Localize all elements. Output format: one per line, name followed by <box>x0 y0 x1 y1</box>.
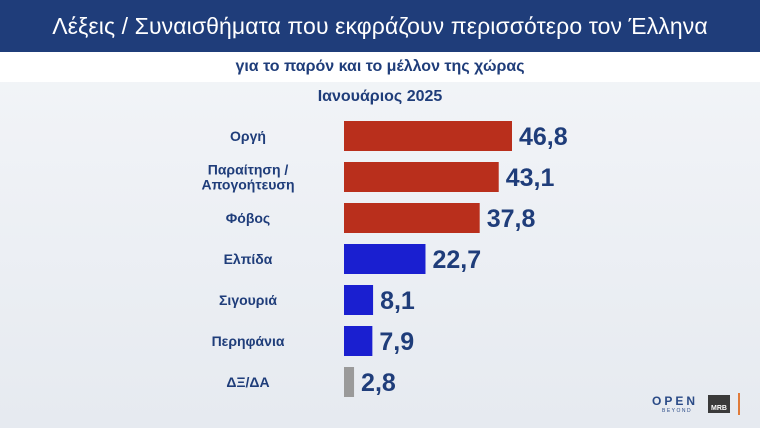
logo-divider <box>738 393 740 415</box>
bar-5 <box>344 326 373 356</box>
bar-6 <box>344 367 355 397</box>
value-label-0: 46,8 <box>519 123 568 151</box>
category-label-4: Σιγουριά <box>219 292 277 308</box>
bar-4 <box>344 285 374 315</box>
open-logo: OPEN <box>652 394 699 408</box>
value-label-5: 7,9 <box>379 328 414 356</box>
value-label-3: 22,7 <box>432 246 481 274</box>
bar-3 <box>344 244 426 274</box>
chart-subtitle: για το παρόν και το μέλλον της χώρας <box>0 52 760 82</box>
open-logo-tagline: BEYOND <box>662 408 693 414</box>
category-label-6: ΔΞ/ΔΑ <box>226 374 269 390</box>
value-label-2: 37,8 <box>487 205 536 233</box>
chart-title: Λέξεις / Συναισθήματα που εκφράζουν περι… <box>0 0 760 52</box>
period-label: Ιανουάριος 2025 <box>317 88 443 105</box>
value-label-1: 43,1 <box>506 164 555 192</box>
bar-0 <box>344 121 512 151</box>
bar-2 <box>344 203 480 233</box>
category-label-3: Ελπίδα <box>224 251 273 267</box>
value-label-6: 2,8 <box>361 369 396 397</box>
bar-1 <box>344 162 499 192</box>
category-label-5: Περηφάνια <box>212 333 285 349</box>
mrb-logo: MRB <box>708 395 730 413</box>
category-label-2: Φόβος <box>226 210 270 226</box>
value-label-4: 8,1 <box>380 287 415 315</box>
category-label-1: Παραίτηση / Απογοήτευση <box>201 162 294 193</box>
category-label-0: Οργή <box>230 128 266 144</box>
